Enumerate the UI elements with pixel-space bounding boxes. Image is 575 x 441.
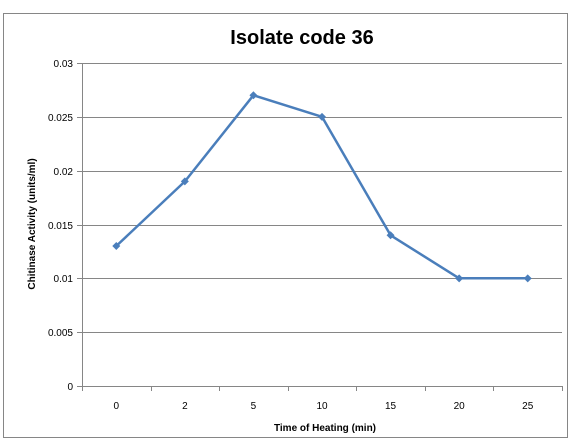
x-tick-label: 5	[251, 401, 257, 412]
y-tick-label: 0.03	[54, 59, 74, 70]
y-tick-labels: 0 0.005 0.01 0.015 0.02 0.025 0.03	[48, 59, 73, 393]
y-axis-title: Chitinase Activity (units/ml)	[27, 158, 38, 289]
series	[112, 91, 532, 283]
x-tick-label: 25	[522, 401, 534, 412]
x-tick-labels: 0 2 5 10 15 20 25	[114, 401, 534, 412]
data-point-marker	[386, 231, 395, 240]
data-point-marker	[180, 177, 189, 186]
y-tick-label: 0.02	[54, 167, 74, 178]
data-point-marker	[249, 91, 258, 100]
x-tick-label: 20	[454, 401, 466, 412]
axes	[77, 63, 563, 391]
y-tick-label: 0	[67, 382, 73, 393]
x-tick-label: 10	[316, 401, 328, 412]
x-axis-title: Time of Heating (min)	[274, 423, 376, 434]
gridlines	[82, 63, 562, 333]
data-point-marker	[318, 112, 326, 121]
series-line	[115, 94, 529, 280]
data-point-marker	[455, 274, 464, 283]
x-tick-label: 15	[385, 401, 397, 412]
y-tick-label: 0.015	[48, 221, 73, 232]
data-point-marker	[523, 274, 532, 283]
data-point-marker	[112, 242, 121, 251]
x-tick-label: 2	[182, 401, 188, 412]
y-tick-label: 0.025	[48, 113, 73, 124]
chart-title: Isolate code 36	[230, 27, 373, 49]
y-tick-label: 0.01	[54, 274, 74, 285]
y-tick-label: 0.005	[48, 328, 73, 339]
x-tick-label: 0	[114, 401, 120, 412]
